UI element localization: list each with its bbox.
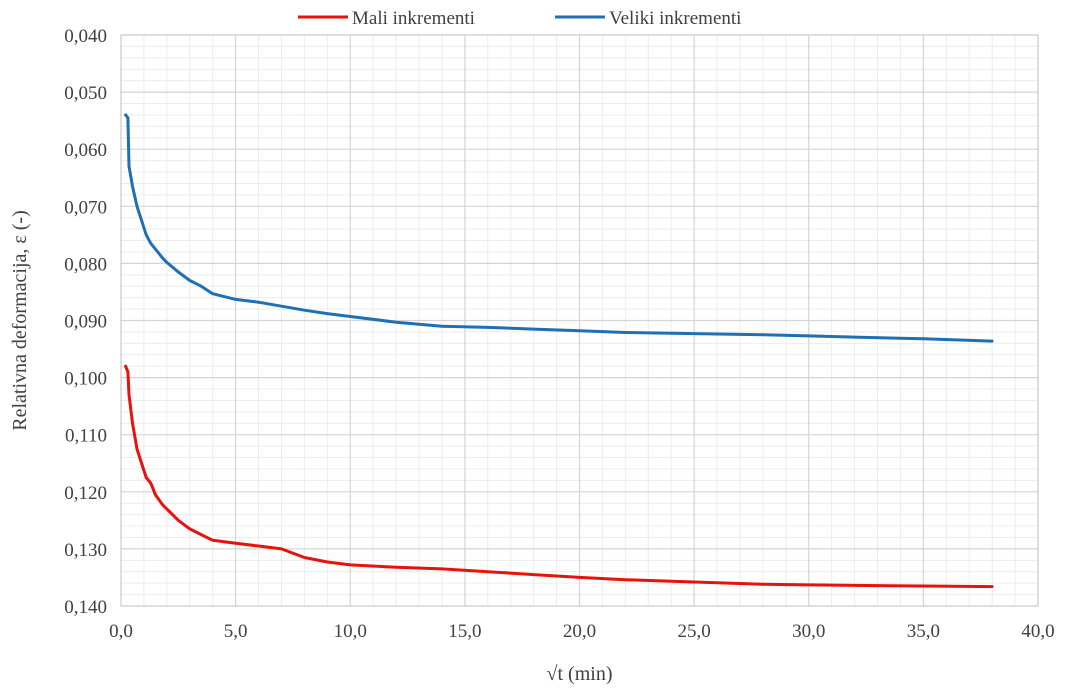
- y-axis-title: Relativna deformacija, ε (-): [9, 210, 31, 431]
- series-lines: [124, 113, 994, 589]
- plot-area-frame: [120, 34, 1039, 607]
- series-line-mali-inkrementi: [124, 364, 994, 589]
- y-tick-label: 0,140: [64, 597, 107, 618]
- legend-label-mali-inkrementi: Mali inkrementi: [352, 8, 475, 29]
- major-gridlines: [121, 35, 1038, 606]
- y-tick-label: 0,080: [64, 254, 107, 275]
- x-tick-label: 20,0: [563, 621, 596, 642]
- y-tick-label: 0,120: [64, 483, 107, 504]
- series-line-veliki-inkrementi: [124, 113, 994, 343]
- y-tick-label: 0,130: [64, 540, 107, 561]
- y-tick-label: 0,070: [64, 197, 107, 218]
- x-tick-label: 0,0: [109, 621, 133, 642]
- y-axis-tick-labels: 0,040 0,050 0,060 0,070 0,080 0,090 0,100 0,110…: [64, 26, 107, 618]
- y-tick-label: 0,110: [65, 426, 107, 447]
- x-tick-label: 15,0: [448, 621, 481, 642]
- x-tick-label: 5,0: [224, 621, 248, 642]
- x-tick-label: 10,0: [334, 621, 367, 642]
- y-tick-label: 0,090: [64, 312, 107, 333]
- legend: Mali inkrementi Veliki inkrementi: [298, 8, 741, 29]
- x-axis-title: √t (min): [547, 663, 613, 685]
- y-tick-label: 0,100: [64, 369, 107, 390]
- y-tick-label: 0,040: [64, 26, 107, 47]
- x-tick-label: 35,0: [907, 621, 940, 642]
- x-tick-label: 30,0: [792, 621, 825, 642]
- x-tick-label: 40,0: [1021, 621, 1054, 642]
- y-tick-label: 0,050: [64, 83, 107, 104]
- legend-label-veliki-inkrementi: Veliki inkrementi: [609, 8, 741, 29]
- x-tick-label: 25,0: [678, 621, 711, 642]
- x-axis-tick-labels: 0,0 5,0 10,0 15,0 20,0 25,0 30,0 35,0 40,0: [109, 621, 1055, 642]
- y-tick-label: 0,060: [64, 140, 107, 161]
